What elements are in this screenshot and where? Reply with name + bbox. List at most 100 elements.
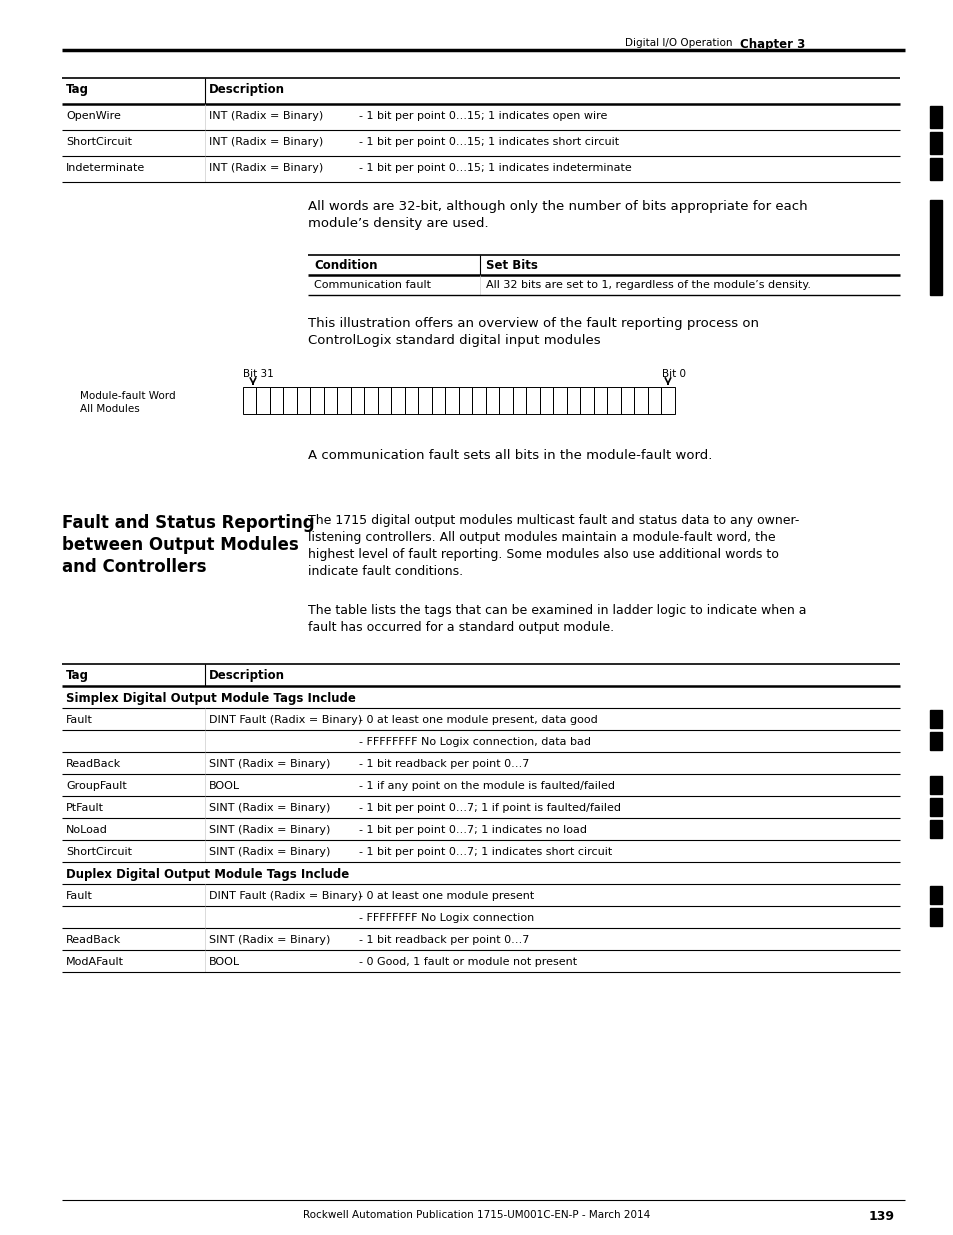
Bar [594, 387, 607, 414]
Text: Indeterminate: Indeterminate [66, 163, 145, 173]
Bar [929, 732, 941, 750]
Text: Description: Description [209, 669, 285, 682]
Text: ReadBack: ReadBack [66, 760, 121, 769]
Text: INT (Radix = Binary): INT (Radix = Binary) [209, 137, 323, 147]
Bar [310, 387, 324, 414]
Bar [660, 387, 675, 414]
Bar [579, 387, 594, 414]
Bar [499, 387, 513, 414]
Text: - 1 bit per point 0…15; 1 indicates indeterminate: - 1 bit per point 0…15; 1 indicates inde… [358, 163, 631, 173]
Bar [243, 387, 256, 414]
Bar [929, 158, 941, 180]
Text: DINT Fault (Radix = Binary): DINT Fault (Radix = Binary) [209, 890, 362, 902]
Bar [485, 387, 499, 414]
Bar [539, 387, 553, 414]
Text: All Modules: All Modules [80, 404, 139, 414]
Text: The 1715 digital output modules multicast fault and status data to any owner-
li: The 1715 digital output modules multicas… [308, 514, 799, 578]
Bar [351, 387, 364, 414]
Text: ReadBack: ReadBack [66, 935, 121, 945]
Text: INT (Radix = Binary): INT (Radix = Binary) [209, 163, 323, 173]
Bar [566, 387, 579, 414]
Text: Module-fault Word: Module-fault Word [80, 391, 175, 401]
Bar [929, 710, 941, 727]
Bar [377, 387, 391, 414]
Bar [929, 200, 941, 295]
Text: - 0 Good, 1 fault or module not present: - 0 Good, 1 fault or module not present [358, 957, 577, 967]
Bar [929, 132, 941, 154]
Text: - FFFFFFFF No Logix connection: - FFFFFFFF No Logix connection [358, 913, 534, 923]
Bar [405, 387, 418, 414]
Text: SINT (Radix = Binary): SINT (Radix = Binary) [209, 847, 330, 857]
Bar [929, 908, 941, 926]
Text: ModAFault: ModAFault [66, 957, 124, 967]
Bar [929, 885, 941, 904]
Text: Simplex Digital Output Module Tags Include: Simplex Digital Output Module Tags Inclu… [66, 692, 355, 705]
Text: Bit 31: Bit 31 [243, 369, 274, 379]
Bar [929, 820, 941, 839]
Bar [607, 387, 620, 414]
Text: Chapter 3: Chapter 3 [740, 38, 804, 51]
Bar [445, 387, 458, 414]
Bar [432, 387, 445, 414]
Bar [283, 387, 296, 414]
Bar [553, 387, 566, 414]
Text: - 1 bit readback per point 0…7: - 1 bit readback per point 0…7 [358, 760, 529, 769]
Text: and Controllers: and Controllers [62, 558, 206, 576]
Text: - 1 if any point on the module is faulted/failed: - 1 if any point on the module is faulte… [358, 781, 615, 790]
Bar [391, 387, 405, 414]
Bar [324, 387, 337, 414]
Text: - 0 at least one module present: - 0 at least one module present [358, 890, 534, 902]
Bar [418, 387, 432, 414]
Bar [270, 387, 283, 414]
Bar [620, 387, 634, 414]
Bar [513, 387, 526, 414]
Text: BOOL: BOOL [209, 781, 240, 790]
Text: Communication fault: Communication fault [314, 280, 431, 290]
Text: Tag: Tag [66, 83, 89, 96]
Text: ShortCircuit: ShortCircuit [66, 137, 132, 147]
Text: SINT (Radix = Binary): SINT (Radix = Binary) [209, 935, 330, 945]
Text: Duplex Digital Output Module Tags Include: Duplex Digital Output Module Tags Includ… [66, 868, 349, 881]
Text: INT (Radix = Binary): INT (Radix = Binary) [209, 111, 323, 121]
Text: - 0 at least one module present, data good: - 0 at least one module present, data go… [358, 715, 598, 725]
Bar [634, 387, 647, 414]
Text: - FFFFFFFF No Logix connection, data bad: - FFFFFFFF No Logix connection, data bad [358, 737, 590, 747]
Text: 139: 139 [868, 1210, 894, 1223]
Text: SINT (Radix = Binary): SINT (Radix = Binary) [209, 803, 330, 813]
Text: SINT (Radix = Binary): SINT (Radix = Binary) [209, 825, 330, 835]
Text: Description: Description [209, 83, 285, 96]
Text: Set Bits: Set Bits [485, 259, 537, 272]
Text: SINT (Radix = Binary): SINT (Radix = Binary) [209, 760, 330, 769]
Text: - 1 bit per point 0…15; 1 indicates short circuit: - 1 bit per point 0…15; 1 indicates shor… [358, 137, 618, 147]
Text: between Output Modules: between Output Modules [62, 536, 298, 555]
Bar [929, 776, 941, 794]
Bar [256, 387, 270, 414]
Text: Rockwell Automation Publication 1715-UM001C-EN-P - March 2014: Rockwell Automation Publication 1715-UM0… [303, 1210, 650, 1220]
Bar [296, 387, 310, 414]
Text: PtFault: PtFault [66, 803, 104, 813]
Bar [929, 106, 941, 128]
Bar [458, 387, 472, 414]
Text: - 1 bit per point 0…7; 1 indicates short circuit: - 1 bit per point 0…7; 1 indicates short… [358, 847, 612, 857]
Text: ShortCircuit: ShortCircuit [66, 847, 132, 857]
Text: Condition: Condition [314, 259, 377, 272]
Text: - 1 bit readback per point 0…7: - 1 bit readback per point 0…7 [358, 935, 529, 945]
Text: Tag: Tag [66, 669, 89, 682]
Text: DINT Fault (Radix = Binary): DINT Fault (Radix = Binary) [209, 715, 362, 725]
Text: Fault: Fault [66, 715, 92, 725]
Text: A communication fault sets all bits in the module-fault word.: A communication fault sets all bits in t… [308, 450, 712, 462]
Text: The table lists the tags that can be examined in ladder logic to indicate when a: The table lists the tags that can be exa… [308, 604, 805, 634]
Bar [647, 387, 660, 414]
Bar [526, 387, 539, 414]
Text: Fault: Fault [66, 890, 92, 902]
Bar [337, 387, 351, 414]
Text: All words are 32-bit, although only the number of bits appropriate for each
modu: All words are 32-bit, although only the … [308, 200, 807, 230]
Text: Fault and Status Reporting: Fault and Status Reporting [62, 514, 314, 532]
Text: - 1 bit per point 0…15; 1 indicates open wire: - 1 bit per point 0…15; 1 indicates open… [358, 111, 607, 121]
Text: - 1 bit per point 0…7; 1 indicates no load: - 1 bit per point 0…7; 1 indicates no lo… [358, 825, 586, 835]
Text: NoLoad: NoLoad [66, 825, 108, 835]
Text: Bit 0: Bit 0 [661, 369, 685, 379]
Text: OpenWire: OpenWire [66, 111, 121, 121]
Text: BOOL: BOOL [209, 957, 240, 967]
Text: GroupFault: GroupFault [66, 781, 127, 790]
